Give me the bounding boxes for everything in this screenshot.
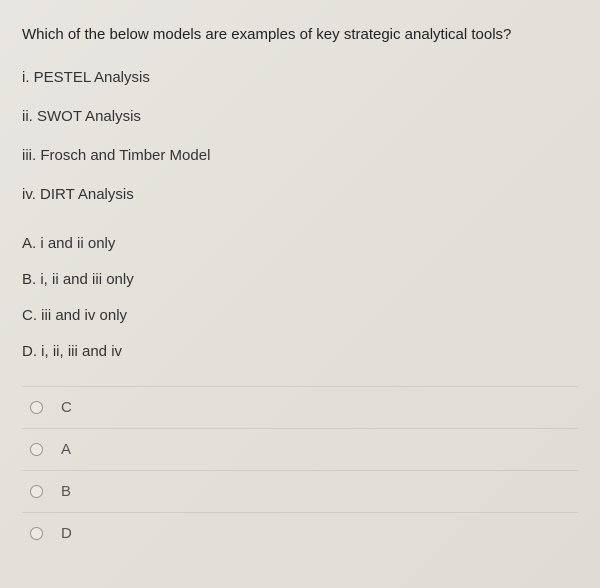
answer-label: A [61, 441, 71, 458]
answer-label: D [61, 525, 72, 542]
list-item: i. PESTEL Analysis [22, 67, 578, 88]
radio-icon[interactable] [30, 527, 43, 540]
answer-label: B [61, 483, 71, 500]
answer-choice-b[interactable]: B [22, 470, 578, 512]
options-block: A. i and ii only B. i, ii and iii only C… [22, 233, 578, 362]
list-item: iv. DIRT Analysis [22, 184, 578, 205]
answer-choice-d[interactable]: D [22, 512, 578, 554]
radio-icon[interactable] [30, 401, 43, 414]
option-b: B. i, ii and iii only [22, 269, 578, 290]
answer-choice-list: C A B D [22, 386, 578, 554]
answer-choice-c[interactable]: C [22, 386, 578, 428]
answer-label: C [61, 399, 72, 416]
option-c: C. iii and iv only [22, 305, 578, 326]
list-item: ii. SWOT Analysis [22, 106, 578, 127]
question-text: Which of the below models are examples o… [22, 24, 578, 45]
radio-icon[interactable] [30, 443, 43, 456]
option-a: A. i and ii only [22, 233, 578, 254]
answer-choice-a[interactable]: A [22, 428, 578, 470]
radio-icon[interactable] [30, 485, 43, 498]
list-item: iii. Frosch and Timber Model [22, 145, 578, 166]
option-d: D. i, ii, iii and iv [22, 341, 578, 362]
